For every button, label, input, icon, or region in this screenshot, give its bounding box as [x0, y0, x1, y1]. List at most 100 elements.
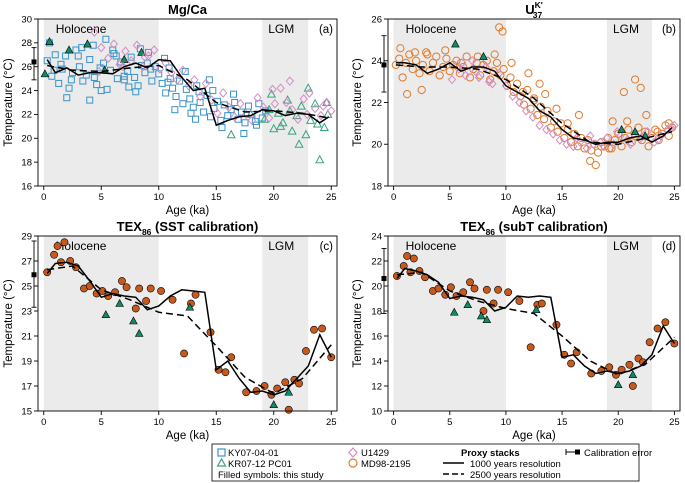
data-point-circle: [456, 58, 466, 67]
stack-line-2500: [396, 271, 675, 376]
calibration-center: [31, 59, 37, 65]
data-point-triangle: [312, 118, 323, 128]
data-point-circle: [402, 90, 412, 99]
data-point-circle: [591, 161, 600, 170]
data-point-diamond: [118, 61, 128, 72]
data-point-square: [244, 102, 252, 110]
data-point-diamond: [327, 106, 336, 116]
data-point-triangle: [310, 98, 320, 108]
data-point-square: [240, 130, 248, 138]
calibration-error-bar: [31, 47, 37, 81]
panel-a: Holocene LGM 0 5 10 15 20 25 16 18 20 22 24 26 28 30 Age…: [3, 2, 338, 217]
series-u1429: [90, 27, 336, 126]
panel-letter: (b): [662, 24, 676, 36]
x-axis-label: Age (ka): [512, 430, 556, 442]
data-point-diamond: [218, 88, 228, 98]
x-tick-label: 0: [391, 192, 396, 203]
data-point-diamond: [585, 131, 595, 141]
y-tick-label: 19: [21, 356, 32, 367]
data-point-triangle: [83, 39, 92, 48]
data-point-circle: [537, 299, 546, 308]
y-tick-label: 15: [21, 406, 32, 417]
data-point-diamond: [626, 139, 635, 150]
series-1000-years-resolution: [46, 58, 330, 127]
data-point-diamond: [582, 143, 591, 154]
data-point-diamond: [207, 95, 216, 105]
legend-label-calibration: Calibration error: [584, 448, 652, 459]
data-point-diamond: [172, 75, 182, 85]
data-point-triangle: [269, 400, 279, 409]
data-point-diamond: [241, 109, 251, 120]
data-point-diamond: [653, 135, 662, 145]
data-point-diamond: [213, 108, 222, 118]
data-point-square: [102, 35, 110, 43]
legend-filled-note: Filled symbols: this study: [218, 470, 324, 481]
data-point-diamond: [140, 52, 150, 62]
data-point-circle: [507, 58, 516, 67]
data-point-diamond: [316, 110, 326, 121]
data-point-circle: [242, 388, 251, 397]
legend-label-md98: MD98-2195: [361, 459, 411, 470]
calibration-center: [381, 276, 387, 281]
data-point-triangle: [301, 129, 311, 139]
data-point-square: [203, 91, 211, 99]
plot-frame: [387, 235, 681, 412]
data-point-square: [97, 87, 105, 95]
y-tick-label: 22: [371, 256, 382, 267]
y-tick-label: 26: [21, 62, 32, 73]
legend-label-1000: 1000 years resolution: [470, 459, 561, 470]
data-point-diamond: [663, 124, 672, 135]
y-tick-label: 23: [21, 306, 32, 317]
data-point-circle: [408, 65, 417, 74]
legend: KY07-04-01 KR07-12 PC01 Filled symbols: …: [211, 443, 652, 482]
data-point-diamond: [310, 103, 320, 114]
data-point-square: [120, 72, 128, 80]
data-point-circle: [441, 46, 450, 55]
data-point-diamond: [282, 97, 291, 108]
stack-line-2500: [47, 64, 330, 119]
period-label-holocene: Holocene: [56, 22, 107, 36]
data-point-triangle: [449, 307, 459, 316]
y-tick-label: 18: [21, 157, 32, 168]
data-point-circle: [526, 104, 535, 113]
data-point-circle: [435, 71, 444, 80]
data-point-circle: [310, 325, 318, 334]
data-point-square: [200, 108, 208, 116]
data-point-diamond: [178, 65, 188, 76]
data-point-square: [172, 93, 180, 101]
data-point-circle: [619, 87, 628, 97]
period-label-lgm: LGM: [268, 239, 294, 253]
data-point-diamond: [461, 70, 470, 81]
panel-letter: (a): [319, 24, 333, 36]
data-point-diamond: [132, 40, 142, 51]
shaded-lgm: [607, 19, 652, 186]
data-point-circle: [593, 148, 603, 157]
data-point-square: [179, 100, 187, 108]
data-point-circle: [490, 50, 499, 59]
x-tick-label: 10: [501, 192, 512, 203]
data-point-circle: [529, 94, 539, 103]
data-point-circle: [60, 238, 69, 247]
y-tick-label: 25: [21, 281, 32, 292]
data-point-circle: [580, 144, 589, 153]
data-point-square: [241, 119, 249, 127]
data-point-circle: [502, 81, 512, 90]
period-label-lgm: LGM: [268, 22, 294, 36]
calibration-center: [381, 62, 387, 68]
data-point-triangle: [64, 45, 74, 54]
data-point-square: [253, 121, 260, 129]
data-point-circle: [630, 75, 640, 84]
x-axis-label: Age (ka): [166, 205, 210, 217]
data-point-triangle: [129, 316, 138, 325]
series-1000-years-resolution: [46, 261, 332, 396]
data-point-circle: [180, 349, 188, 358]
x-tick-label: 20: [268, 192, 279, 203]
data-point-diamond: [305, 88, 314, 98]
data-point-circle: [422, 48, 431, 57]
x-tick-label: 25: [669, 417, 680, 428]
data-point-square: [189, 103, 197, 111]
data-point-circle: [605, 363, 614, 372]
data-point-triangle: [463, 300, 473, 309]
data-point-circle: [418, 60, 427, 70]
data-point-diamond: [190, 75, 199, 85]
